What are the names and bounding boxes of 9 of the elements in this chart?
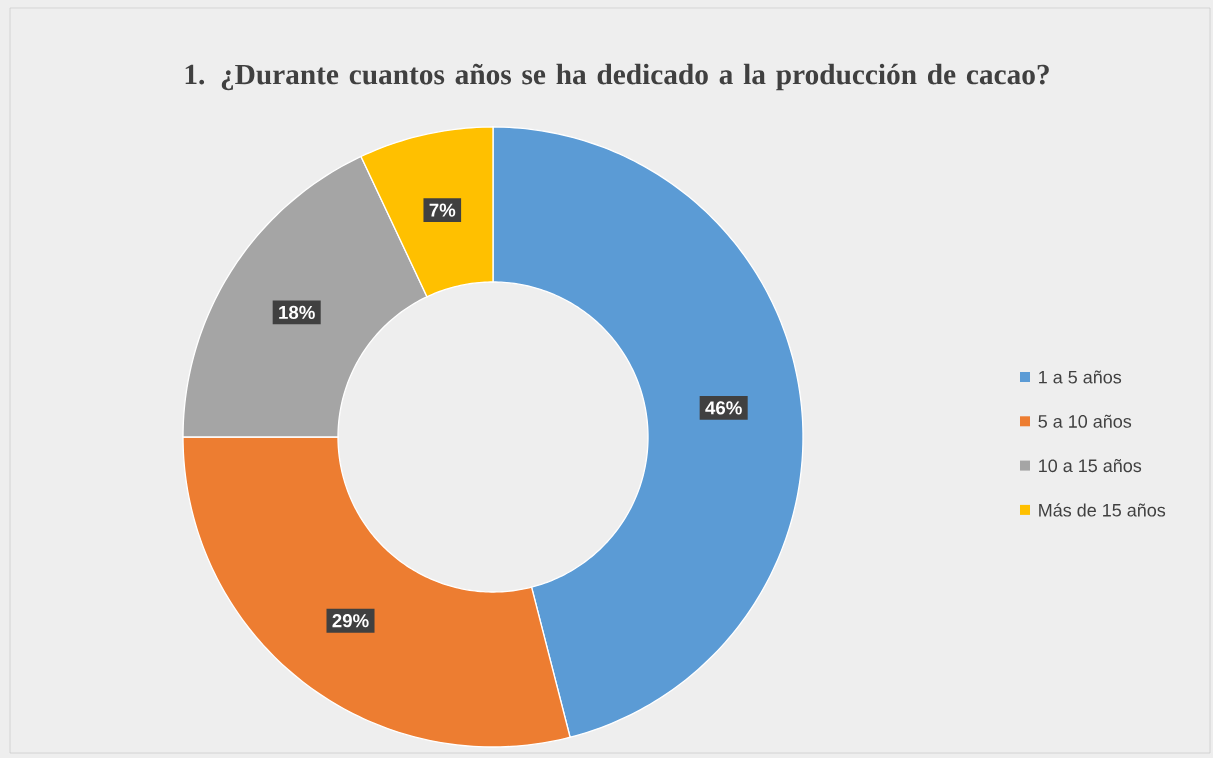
- legend-label: 5 a 10 años: [1038, 414, 1132, 428]
- legend-label: 10 a 15 años: [1039, 459, 1142, 473]
- data-label: 29%: [332, 614, 369, 628]
- data-label: 46%: [705, 401, 742, 415]
- data-label: 18%: [279, 305, 315, 320]
- chart-title: 1. ¿Durante cuantos años se ha dedicado a la producción de cacao?: [185, 63, 1049, 91]
- legend-label: 1 a 5 años: [1039, 370, 1122, 384]
- data-label: 7%: [429, 203, 456, 217]
- legend-label: Más de 15 años: [1039, 503, 1166, 517]
